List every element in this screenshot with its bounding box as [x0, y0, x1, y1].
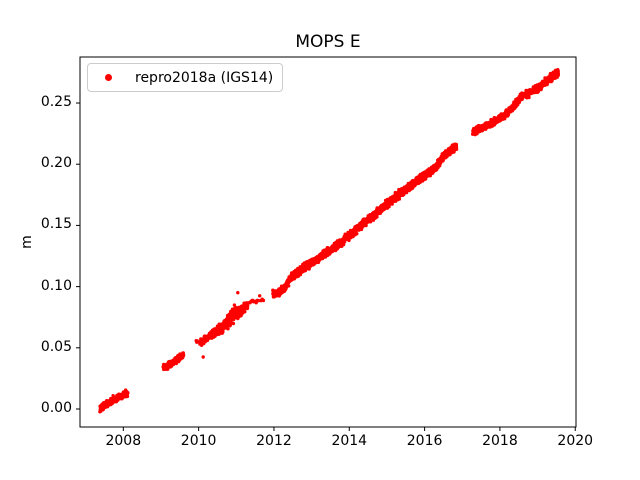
data-point: [231, 321, 236, 326]
y-tick-label: 0.10: [40, 277, 72, 294]
data-point: [243, 310, 247, 314]
data-point: [236, 291, 240, 295]
axes-frame: [79, 56, 577, 428]
x-tick-label: 2020: [557, 433, 594, 449]
legend-marker-dot-icon: [105, 74, 112, 81]
data-point: [364, 223, 368, 228]
data-point: [454, 147, 459, 151]
data-point: [355, 232, 359, 236]
legend: repro2018a (IGS14): [87, 63, 283, 92]
data-point: [125, 394, 130, 398]
y-tick-label: 0.20: [40, 155, 72, 172]
y-tick-label: 0.05: [40, 338, 72, 355]
data-point: [556, 72, 560, 77]
y-tick-label: 0.15: [40, 216, 72, 233]
data-point: [397, 197, 402, 201]
x-tick-label: 2016: [406, 433, 443, 449]
x-tick-label: 2018: [482, 433, 518, 449]
x-tick-label: 2014: [331, 433, 368, 449]
data-point: [258, 294, 262, 298]
data-point: [368, 220, 373, 224]
chart-title: MOPS E: [295, 32, 361, 52]
data-point: [221, 330, 225, 334]
data-point: [126, 391, 130, 395]
data-point: [201, 355, 205, 359]
data-point: [245, 304, 250, 308]
legend-label: repro2018a (IGS14): [135, 69, 274, 86]
x-tick-label: 2010: [180, 433, 217, 449]
data-point: [307, 267, 311, 271]
data-point: [556, 69, 560, 73]
data-point: [347, 238, 351, 243]
x-tick-label: 2008: [105, 433, 142, 449]
data-point: [375, 215, 379, 219]
data-point: [341, 242, 346, 247]
data-point: [424, 177, 428, 181]
data-point: [256, 299, 261, 303]
x-tick-label: 2012: [256, 433, 292, 449]
data-point: [226, 327, 230, 331]
data-point: [298, 272, 303, 277]
y-tick-label: 0.00: [40, 400, 72, 416]
y-tick-label: 0.25: [40, 94, 72, 111]
data-point: [287, 284, 291, 288]
data-point: [261, 298, 266, 303]
data-point: [527, 95, 531, 100]
data-point: [181, 354, 186, 358]
data-point: [232, 303, 237, 307]
